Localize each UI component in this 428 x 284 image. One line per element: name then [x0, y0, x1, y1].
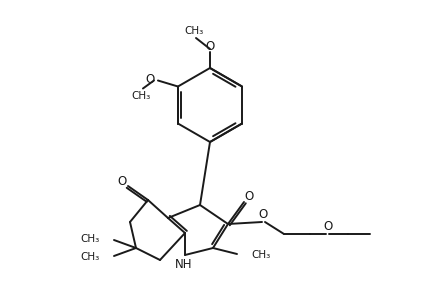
Text: CH₃: CH₃: [81, 252, 100, 262]
Text: O: O: [205, 39, 214, 53]
Text: O: O: [146, 73, 155, 86]
Text: CH₃: CH₃: [251, 250, 270, 260]
Text: O: O: [259, 208, 268, 222]
Text: CH₃: CH₃: [81, 234, 100, 244]
Text: NH: NH: [175, 258, 193, 270]
Text: O: O: [244, 191, 254, 204]
Text: CH₃: CH₃: [184, 26, 204, 36]
Text: O: O: [324, 220, 333, 233]
Text: O: O: [117, 174, 127, 187]
Text: CH₃: CH₃: [131, 91, 151, 101]
